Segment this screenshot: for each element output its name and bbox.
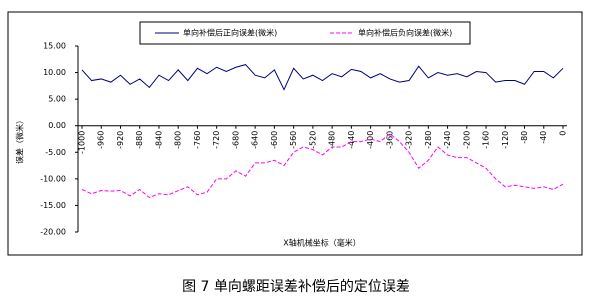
x-tick-label: -800: [174, 131, 183, 149]
y-tick-label: 15.00: [43, 42, 66, 51]
legend-label: 单向补偿后正向误差(微米): [183, 28, 277, 38]
y-tick-label: -20.00: [40, 228, 66, 237]
x-tick-label: -80: [520, 131, 529, 144]
x-tick-label: -240: [443, 131, 452, 149]
caption: 图 7 单向螺距误差补偿后的定位误差: [182, 279, 410, 295]
x-tick-label: -280: [424, 131, 433, 149]
legend-box: [139, 21, 471, 45]
y-tick-label: 0.00: [48, 121, 66, 130]
x-tick-label: -360: [385, 131, 394, 149]
x-tick-label: -40: [539, 131, 548, 144]
x-tick-label: -960: [97, 131, 106, 149]
x-tick-label: -640: [251, 131, 260, 149]
x-tick-label: -200: [462, 131, 471, 149]
x-tick-label: -160: [482, 131, 491, 149]
x-tick-label: -120: [501, 131, 510, 149]
series-line: [81, 133, 564, 199]
x-tick-label: -520: [308, 131, 317, 149]
x-tick-label: -720: [212, 131, 221, 149]
x-tick-label: -440: [347, 131, 356, 149]
x-tick-label: -880: [135, 131, 144, 149]
x-tick-label: -480: [328, 131, 337, 149]
legend-label: 单向补偿后负向误差(微米): [358, 28, 452, 38]
y-tick-label: -15.00: [40, 201, 66, 210]
chart-frame: [7, 11, 583, 256]
x-tick-label: -760: [193, 131, 202, 149]
y-tick-label: -5.00: [45, 148, 66, 157]
y-axis-title: 误差（微米）: [15, 116, 25, 164]
y-tick-label: -10.00: [40, 174, 66, 183]
series-line: [81, 64, 564, 91]
x-tick-label: -1000: [78, 131, 87, 154]
x-tick-label: -840: [154, 131, 163, 149]
x-axis-title: X轴机械坐标（毫米）: [283, 238, 360, 248]
y-tick-label: 10.00: [43, 68, 66, 77]
x-tick-label: -560: [289, 131, 298, 149]
x-tick-label: 0: [559, 131, 568, 136]
y-tick-label: 5.00: [48, 95, 66, 104]
x-tick-label: -320: [405, 131, 414, 149]
x-tick-label: -600: [270, 131, 279, 149]
x-tick-label: -400: [366, 131, 375, 149]
x-tick-label: -920: [116, 131, 125, 149]
x-tick-label: -680: [231, 131, 240, 149]
